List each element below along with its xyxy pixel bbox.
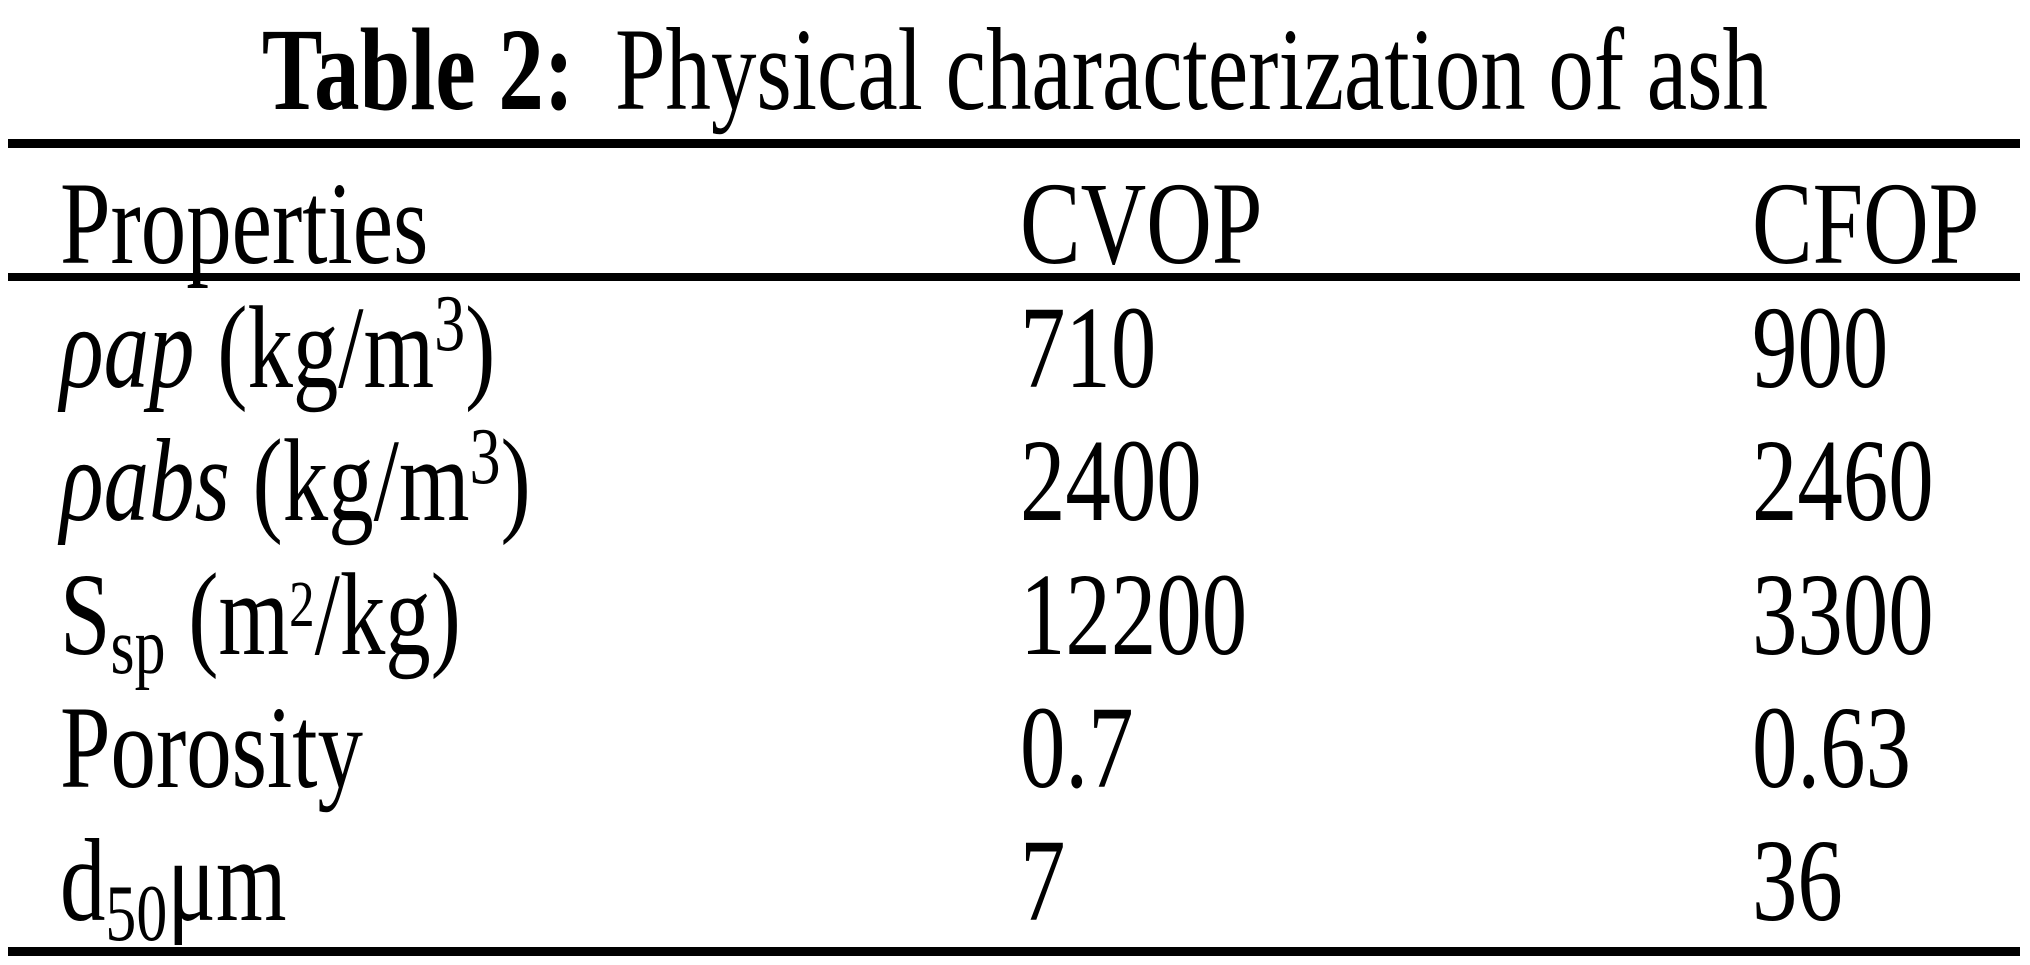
value-cell-cvop: 0.7 (1020, 681, 1134, 813)
col-header-properties: Properties (60, 158, 429, 289)
property-symbol: ρap (60, 281, 195, 413)
value-cell-cfop: 36 (1752, 815, 1843, 947)
property-unit-open: (kg/m (229, 415, 470, 547)
property-cell: ρabs (kg/m3) (60, 417, 1020, 540)
table-row-d50: d50μm 7 36 (0, 815, 2030, 953)
value-cell-cfop: 0.63 (1752, 681, 1912, 813)
property-unit-close: /kg) (314, 548, 461, 680)
col-header-cfop: CFOP (1752, 158, 1980, 289)
property-unit-exponent: 2 (289, 567, 315, 641)
property-unit-open: (m (165, 548, 290, 680)
value-cell-cfop: 2460 (1752, 415, 1934, 547)
header-rule (8, 273, 2020, 281)
property-unit-close: ) (465, 281, 496, 413)
table-caption: Table 2: Physical characterization of ash (0, 6, 2030, 133)
table-row-rho-abs: ρabs (kg/m3) 2400 2460 (0, 414, 2030, 547)
value-cell-cvop: 710 (1020, 281, 1157, 413)
table-caption-number: Table 2: (261, 4, 575, 135)
property-subscript: sp (110, 601, 166, 691)
property-symbol: S (60, 548, 111, 680)
table-row-rho-ap: ρap (kg/m3) 710 900 (0, 281, 2030, 414)
property-cell: d50μm (60, 822, 1020, 953)
property-cell: ρap (kg/m3) (60, 283, 1020, 407)
value-cell-cvop: 12200 (1020, 548, 1248, 680)
property-symbol: Porosity (60, 681, 363, 813)
bottom-rule (8, 947, 2020, 956)
value-cell-cfop: 3300 (1752, 548, 1934, 680)
property-unit-exponent: 3 (434, 278, 466, 368)
property-symbol: ρabs (60, 415, 230, 547)
property-cell: Porosity (60, 688, 1020, 807)
value-cell-cfop: 900 (1752, 281, 1889, 413)
property-unit-exponent: 3 (469, 412, 501, 502)
col-header-cvop: CVOP (1020, 158, 1263, 289)
table-row-porosity: Porosity 0.7 0.63 (0, 681, 2030, 814)
table-row-specific-surface: Ssp (m2/kg) 12200 3300 (0, 548, 2030, 686)
value-cell-cvop: 2400 (1020, 415, 1202, 547)
property-unit-close: ) (500, 415, 531, 547)
table-caption-title: Physical characterization of ash (615, 4, 1768, 135)
property-subscript: 50 (105, 868, 168, 958)
table-caption-text: Table 2: Physical characterization of ash (262, 6, 1768, 133)
value-cell-cvop: 7 (1020, 815, 1066, 947)
table-body: ρap (kg/m3) 710 900 ρabs (kg/m3) 2400 24… (0, 281, 2030, 953)
header-row: Properties CVOP CFOP (0, 147, 2030, 287)
property-symbol: d (60, 815, 106, 947)
property-cell: Ssp (m2/kg) (60, 555, 1020, 686)
property-unit-open: (kg/m (194, 281, 435, 413)
property-unit-close: μm (167, 815, 287, 947)
top-rule (8, 139, 2020, 148)
